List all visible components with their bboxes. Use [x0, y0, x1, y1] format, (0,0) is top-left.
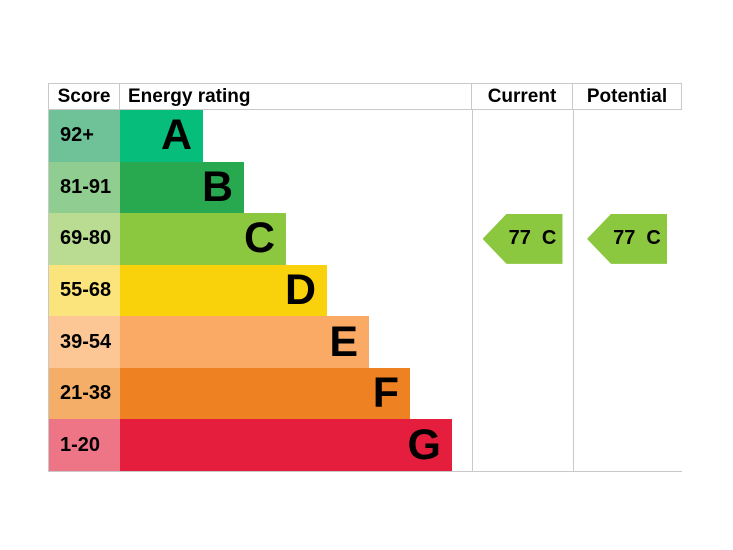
column-header-energy-rating: Energy rating	[120, 84, 472, 109]
band-row-g: 1-20 G	[49, 419, 472, 472]
band-bar-c: C	[120, 213, 286, 265]
band-rows: 92+ A 81-91 B 69-80 C 55-68 D 39-54 E 21-38 F 1-20 G	[49, 110, 472, 472]
score-range-b: 81-91	[49, 161, 120, 214]
potential-rating-value: 77	[613, 227, 636, 250]
band-bar-a: A	[120, 110, 203, 162]
column-header-score: Score	[49, 84, 120, 109]
column-header-potential: Potential	[586, 86, 668, 107]
band-bar-g: G	[120, 419, 452, 472]
column-header-current: Current	[472, 84, 573, 109]
score-range-e: 39-54	[49, 316, 120, 368]
band-bar-b: B	[120, 161, 244, 214]
band-row-f: 21-38 F	[49, 367, 472, 420]
current-rating-band: C	[541, 227, 557, 250]
band-bar-d: D	[120, 264, 327, 317]
score-range-g: 1-20	[49, 419, 120, 472]
band-row-b: 81-91 B	[49, 161, 472, 214]
band-row-e: 39-54 E	[49, 316, 472, 368]
current-column	[472, 110, 574, 471]
score-range-d: 55-68	[49, 264, 120, 317]
score-range-f: 21-38	[49, 367, 120, 420]
potential-column	[573, 110, 682, 471]
current-rating-value: 77	[508, 227, 531, 250]
epc-table: Score Energy rating Current Potential 92…	[48, 83, 682, 472]
table-header-row: Score Energy rating Current Potential	[49, 84, 681, 110]
band-row-a: 92+ A	[49, 110, 472, 162]
potential-rating-band: C	[646, 227, 661, 250]
band-row-d: 55-68 D	[49, 264, 472, 317]
band-bar-e: E	[120, 316, 369, 368]
score-range-a: 92+	[49, 110, 120, 162]
band-bar-f: F	[120, 367, 410, 420]
score-range-c: 69-80	[49, 213, 120, 265]
band-row-c: 69-80 C	[49, 213, 472, 265]
